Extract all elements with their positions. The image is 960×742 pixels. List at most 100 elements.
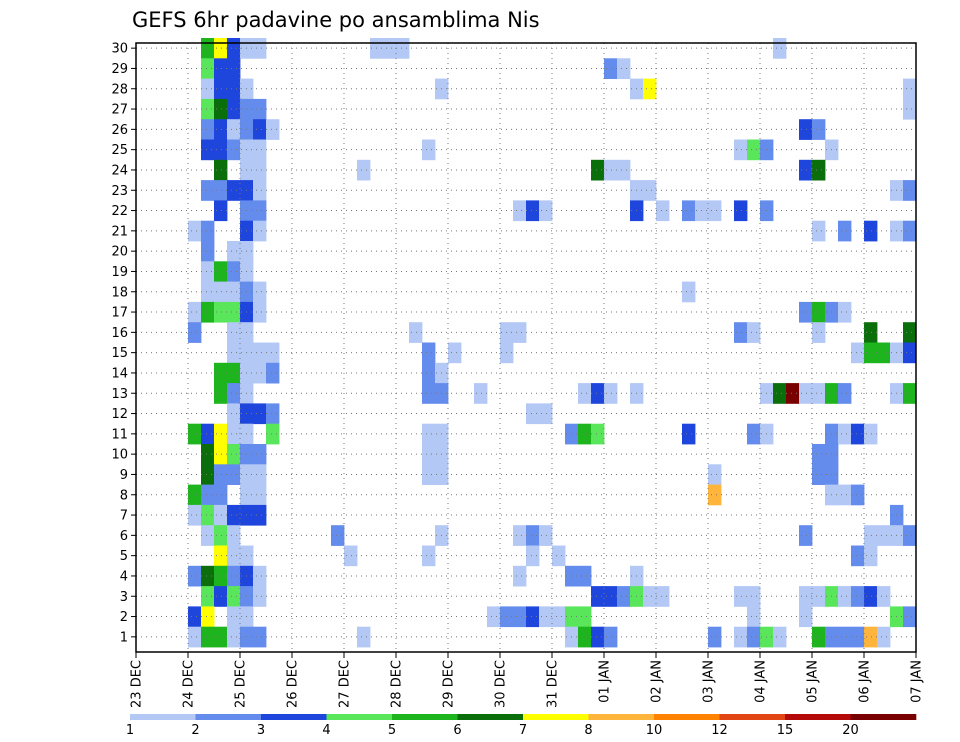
colorbar-label: 6 bbox=[453, 723, 461, 738]
y-tick-label: 5 bbox=[120, 549, 128, 564]
heatmap-cell bbox=[474, 383, 488, 404]
heatmap-cell bbox=[734, 626, 748, 648]
heatmap-cell bbox=[513, 606, 527, 628]
heatmap-cell bbox=[266, 423, 280, 445]
y-tick-label: 27 bbox=[111, 103, 128, 118]
heatmap-cell bbox=[747, 322, 761, 343]
heatmap-cell bbox=[201, 464, 215, 485]
heatmap-cell bbox=[253, 98, 267, 120]
colorbar-swatch bbox=[588, 714, 655, 720]
heatmap-cell bbox=[708, 484, 722, 506]
y-tick-label: 10 bbox=[111, 448, 128, 463]
heatmap-cell bbox=[877, 525, 891, 546]
heatmap-cell bbox=[266, 362, 280, 384]
heatmap-cell bbox=[201, 484, 215, 506]
y-tick-label: 11 bbox=[111, 427, 128, 442]
heatmap-cell bbox=[214, 626, 228, 648]
heatmap-cell bbox=[253, 38, 267, 59]
heatmap-cell bbox=[422, 383, 436, 404]
heatmap-cell bbox=[227, 606, 241, 628]
heatmap-cell bbox=[214, 565, 228, 587]
heatmap-cell bbox=[539, 606, 553, 628]
heatmap-cell bbox=[812, 383, 826, 404]
colorbar-swatch bbox=[457, 714, 524, 720]
heatmap-cell bbox=[253, 565, 267, 587]
y-tick-label: 18 bbox=[111, 285, 128, 300]
y-tick-label: 13 bbox=[111, 387, 128, 402]
colorbar-swatch bbox=[130, 714, 196, 720]
x-tick-label: 29 DEC bbox=[442, 660, 457, 708]
heatmap-cell bbox=[214, 281, 228, 303]
x-tick-label: 27 DEC bbox=[338, 660, 353, 708]
heatmap-cell bbox=[864, 525, 878, 546]
heatmap-cell bbox=[253, 586, 267, 607]
heatmap-cell bbox=[227, 464, 241, 485]
heatmap-cell bbox=[799, 383, 813, 404]
heatmap-cell bbox=[214, 444, 228, 465]
heatmap-cell bbox=[201, 606, 215, 628]
heatmap-cell bbox=[708, 200, 722, 222]
heatmap-cell bbox=[227, 119, 241, 140]
colorbar-swatch bbox=[195, 714, 262, 720]
y-tick-label: 15 bbox=[111, 346, 128, 361]
heatmap-cell bbox=[201, 586, 215, 607]
heatmap-cell bbox=[851, 484, 865, 506]
heatmap-cell bbox=[214, 423, 228, 445]
x-tick-label: 24 DEC bbox=[182, 660, 197, 708]
heatmap-cell bbox=[773, 383, 787, 404]
heatmap-cell bbox=[851, 342, 865, 364]
heatmap-cell bbox=[812, 119, 826, 140]
colorbar-label: 5 bbox=[388, 723, 396, 738]
heatmap-cell bbox=[201, 38, 215, 59]
heatmap-cell bbox=[838, 301, 852, 323]
heatmap-cell bbox=[734, 139, 748, 161]
heatmap-cell bbox=[253, 464, 267, 485]
heatmap-cell bbox=[448, 342, 462, 364]
heatmap-cell bbox=[214, 200, 228, 222]
heatmap-cell bbox=[656, 200, 670, 222]
heatmap-cell bbox=[903, 180, 917, 201]
heatmap-cell bbox=[266, 342, 280, 364]
colorbar-label: 12 bbox=[711, 723, 728, 738]
heatmap-cell bbox=[214, 119, 228, 140]
heatmap-cell bbox=[526, 606, 540, 628]
heatmap-cell bbox=[266, 403, 280, 425]
heatmap-cell bbox=[422, 545, 436, 567]
heatmap-cell bbox=[487, 606, 501, 628]
y-tick-label: 4 bbox=[120, 569, 128, 584]
heatmap-cell bbox=[604, 626, 618, 648]
heatmap-cell bbox=[227, 38, 241, 59]
colorbar-swatch bbox=[392, 714, 458, 720]
colorbar-label: 15 bbox=[777, 723, 794, 738]
y-tick-label: 2 bbox=[120, 610, 128, 625]
heatmap-cell bbox=[188, 484, 202, 506]
colorbar-label: 2 bbox=[191, 723, 199, 738]
y-tick-label: 22 bbox=[111, 204, 128, 219]
heatmap-cell bbox=[604, 159, 618, 181]
heatmap-cell bbox=[604, 586, 618, 607]
heatmap-cell bbox=[838, 220, 852, 242]
heatmap-cell bbox=[227, 586, 241, 607]
heatmap-cell bbox=[409, 322, 423, 343]
heatmap-cell bbox=[201, 301, 215, 323]
heatmap-cell bbox=[357, 159, 371, 181]
heatmap-cell bbox=[214, 78, 228, 100]
heatmap-cell bbox=[188, 606, 202, 628]
heatmap-cell bbox=[851, 545, 865, 567]
heatmap-cell bbox=[227, 139, 241, 161]
heatmap-cell bbox=[214, 180, 228, 201]
heatmap-cell bbox=[253, 139, 267, 161]
heatmap-cell bbox=[812, 626, 826, 648]
heatmap-cell bbox=[396, 38, 410, 59]
heatmap-cell bbox=[201, 261, 215, 282]
heatmap-cell bbox=[799, 586, 813, 607]
grid-lines bbox=[136, 43, 916, 652]
heatmap-cell bbox=[201, 119, 215, 140]
heatmap-cell bbox=[877, 342, 891, 364]
heatmap-cell bbox=[838, 484, 852, 506]
x-tick-label: 02 JAN bbox=[650, 660, 665, 703]
heatmap-cell bbox=[253, 119, 267, 140]
x-tick-label: 03 JAN bbox=[702, 660, 717, 703]
colorbar-swatch bbox=[850, 714, 917, 720]
x-tick-label: 05 JAN bbox=[806, 660, 821, 703]
